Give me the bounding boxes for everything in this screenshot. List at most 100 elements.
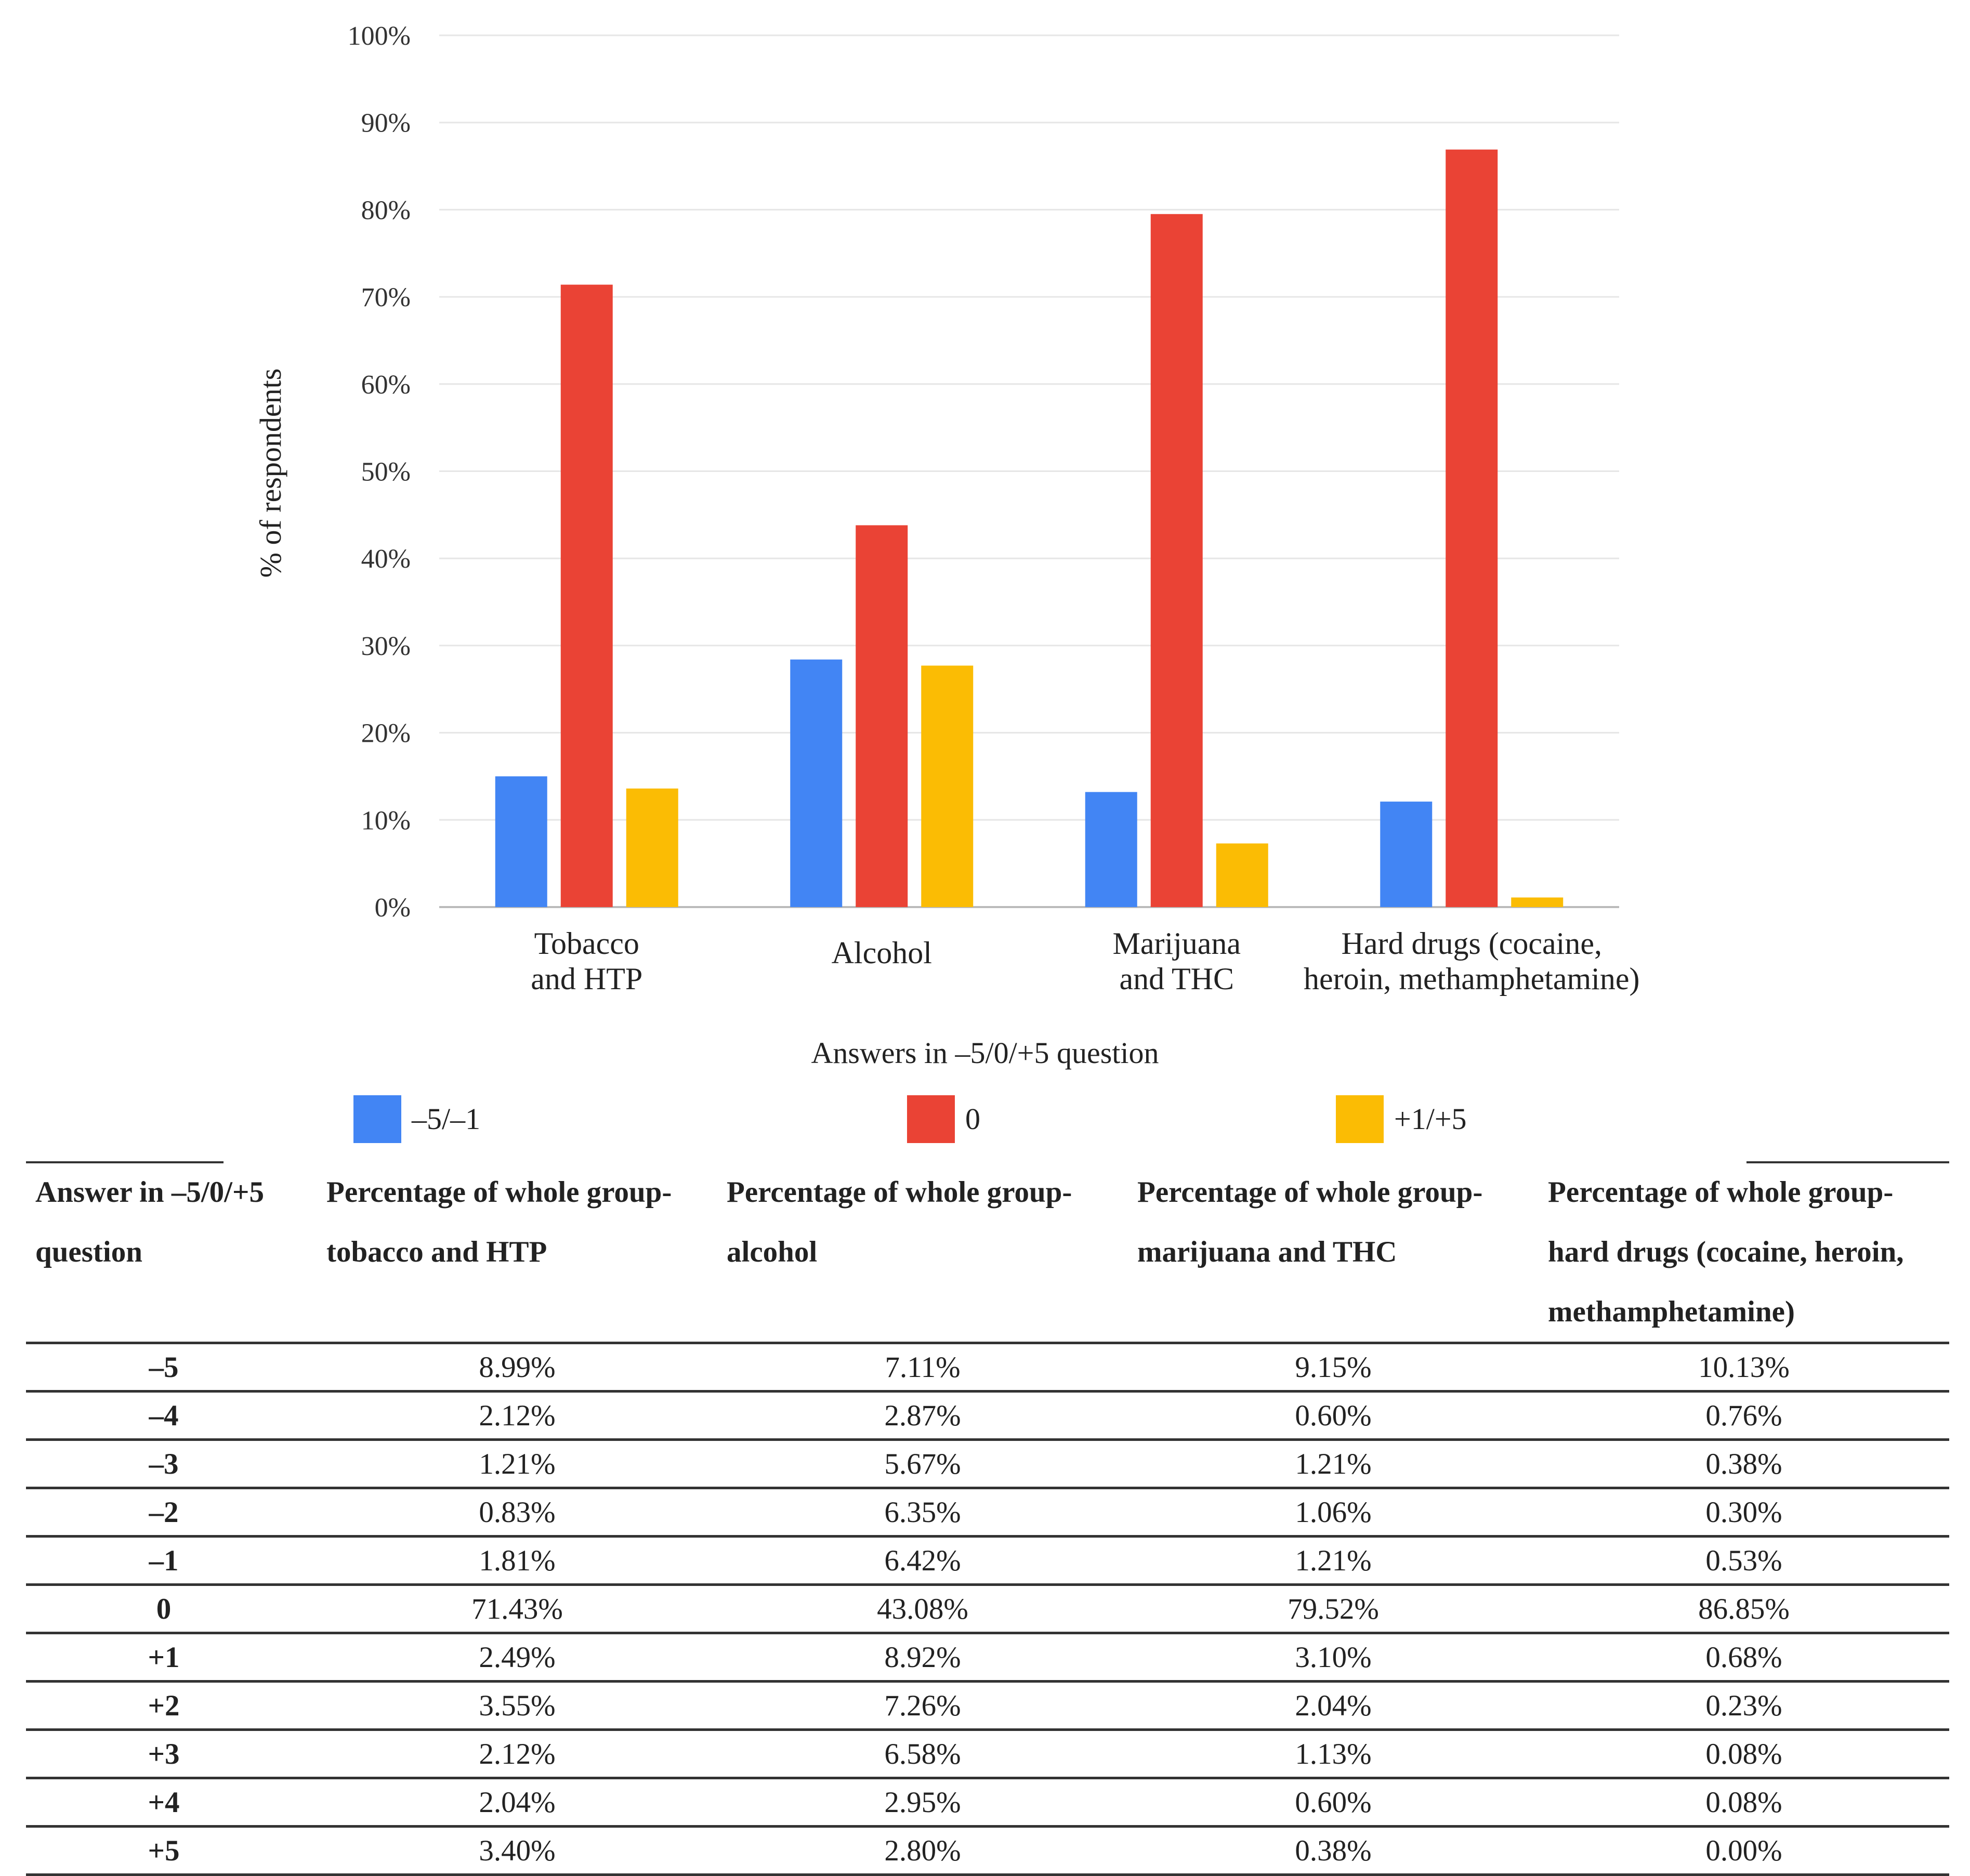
y-tick-label: 10%: [361, 806, 411, 835]
table-cell: 0.30%: [1539, 1488, 1949, 1538]
table-cell: 2.12%: [317, 1391, 717, 1441]
table-row: –1 1.81% 6.42% 1.21% 0.53%: [26, 1536, 1949, 1586]
table-row: +3 2.12% 6.58% 1.13% 0.08%: [26, 1729, 1949, 1779]
legend-label: 0: [965, 1102, 980, 1136]
legend-swatch: [1336, 1095, 1384, 1143]
table-cell: 2.80%: [717, 1826, 1128, 1876]
header-hard-drugs: Percentage of whole group-hard drugs (co…: [1539, 1162, 1949, 1344]
y-tick-label: 50%: [361, 457, 411, 487]
table-cell: 0.60%: [1128, 1778, 1539, 1828]
table-header-row: Answer in –5/0/+5 question Percentage of…: [26, 1162, 1949, 1344]
x-category-label: Tobacco and HTP: [531, 926, 642, 996]
x-category-label-line: Alcohol: [832, 936, 932, 970]
table-cell: 2.04%: [317, 1778, 717, 1828]
y-tick-label: 100%: [348, 21, 411, 51]
table-cell: 2.49%: [317, 1633, 717, 1683]
table-row: +2 3.55% 7.26% 2.04% 0.23%: [26, 1681, 1949, 1731]
table-cell: 2.95%: [717, 1778, 1128, 1828]
bar: [626, 788, 678, 907]
table-cell: 8.92%: [717, 1633, 1128, 1683]
y-tick-label: 60%: [361, 370, 411, 400]
row-answer-label: +2: [26, 1681, 317, 1731]
legend-swatch: [907, 1095, 955, 1143]
x-axis-title: Answers in –5/0/+5 question: [811, 1036, 1159, 1070]
table-cell: 1.21%: [317, 1439, 717, 1489]
table-cell: 1.21%: [1128, 1536, 1539, 1586]
x-category-label-line: heroin, methamphetamine): [1304, 962, 1639, 996]
row-answer-label: +4: [26, 1778, 317, 1828]
table-row: 0 71.43% 43.08% 79.52% 86.85%: [26, 1584, 1949, 1634]
table-body: –5 8.99% 7.11% 9.15% 10.13% –4 2.12% 2.87% 0.60%…: [26, 1343, 1949, 1876]
row-answer-label: 0: [26, 1584, 317, 1634]
legend-swatch: [353, 1095, 401, 1143]
table-cell: 0.68%: [1539, 1633, 1949, 1683]
legend-label: –5/–1: [411, 1102, 480, 1136]
row-answer-label: –1: [26, 1536, 317, 1586]
table-row: +5 3.40% 2.80% 0.38% 0.00%: [26, 1826, 1949, 1876]
data-table: Answer in –5/0/+5 question Percentage of…: [26, 1162, 1949, 1876]
table-cell: 0.53%: [1539, 1536, 1949, 1586]
table-cell: 0.83%: [317, 1488, 717, 1538]
bar: [790, 659, 843, 907]
bar-chart: 0% 10% 20% 30% 40% 50% 60% 70% 80% 90% 100% Tobacc…: [254, 21, 1639, 1143]
table-cell: 1.06%: [1128, 1488, 1539, 1538]
table-cell: 1.21%: [1128, 1439, 1539, 1489]
row-answer-label: –4: [26, 1391, 317, 1441]
x-category-label: Marijuana and THC: [1112, 926, 1241, 996]
table-row: –4 2.12% 2.87% 0.60% 0.76%: [26, 1391, 1949, 1441]
table-cell: 6.35%: [717, 1488, 1128, 1538]
x-category-label-line: Marijuana: [1112, 926, 1241, 961]
table-cell: 2.87%: [717, 1391, 1128, 1441]
table-cell: 0.08%: [1539, 1778, 1949, 1828]
bar: [560, 284, 613, 907]
table-cell: 2.04%: [1128, 1681, 1539, 1731]
bar: [1150, 214, 1203, 907]
table-cell: 8.99%: [317, 1343, 717, 1393]
table-cell: 2.12%: [317, 1729, 717, 1779]
header-tobacco: Percentage of whole group-tobacco and HT…: [317, 1162, 717, 1344]
row-answer-label: +1: [26, 1633, 317, 1683]
table-cell: 7.11%: [717, 1343, 1128, 1393]
bar: [856, 525, 908, 907]
table-row: –3 1.21% 5.67% 1.21% 0.38%: [26, 1439, 1949, 1489]
table-cell: 1.81%: [317, 1536, 717, 1586]
y-tick-label: 90%: [361, 109, 411, 138]
table-cell: 0.60%: [1128, 1391, 1539, 1441]
table-cell: 7.26%: [717, 1681, 1128, 1731]
table-row: +4 2.04% 2.95% 0.60% 0.08%: [26, 1778, 1949, 1828]
row-answer-label: –5: [26, 1343, 317, 1393]
table-cell: 6.58%: [717, 1729, 1128, 1779]
table-cell: 0.38%: [1539, 1439, 1949, 1489]
y-tick-label: 70%: [361, 283, 411, 312]
table-cell: 6.42%: [717, 1536, 1128, 1586]
y-axis-ticks: 0% 10% 20% 30% 40% 50% 60% 70% 80% 90% 100%: [348, 21, 411, 923]
bar: [1511, 897, 1564, 907]
x-category-label: Hard drugs (cocaine, heroin, methamphetam…: [1304, 926, 1639, 996]
table-cell: 3.10%: [1128, 1633, 1539, 1683]
y-tick-label: 40%: [361, 544, 411, 574]
x-category-label-line: and HTP: [531, 962, 642, 996]
table-row: +1 2.49% 8.92% 3.10% 0.68%: [26, 1633, 1949, 1683]
bar: [1216, 843, 1268, 907]
bar: [1446, 149, 1498, 907]
x-category-label-line: Tobacco: [534, 926, 639, 961]
table-row: –5 8.99% 7.11% 9.15% 10.13%: [26, 1343, 1949, 1393]
y-tick-label: 0%: [375, 893, 411, 923]
table-cell: 5.67%: [717, 1439, 1128, 1489]
table-cell: 71.43%: [317, 1584, 717, 1634]
legend: –5/–1 0 +1/+5: [353, 1095, 1467, 1143]
y-tick-label: 20%: [361, 719, 411, 749]
table-cell: 0.08%: [1539, 1729, 1949, 1779]
bar: [495, 776, 547, 907]
row-answer-label: –3: [26, 1439, 317, 1489]
table-cell: 3.55%: [317, 1681, 717, 1731]
y-tick-label: 30%: [361, 632, 411, 661]
table-cell: 3.40%: [317, 1826, 717, 1876]
y-tick-label: 80%: [361, 195, 411, 225]
table-cell: 0.38%: [1128, 1826, 1539, 1876]
x-axis-categories: Tobacco and HTP Alcohol Marijuana and THC Har…: [531, 926, 1639, 996]
table-cell: 1.13%: [1128, 1729, 1539, 1779]
table-row: –2 0.83% 6.35% 1.06% 0.30%: [26, 1488, 1949, 1538]
table-cell: 0.00%: [1539, 1826, 1949, 1876]
table-cell: 0.76%: [1539, 1391, 1949, 1441]
